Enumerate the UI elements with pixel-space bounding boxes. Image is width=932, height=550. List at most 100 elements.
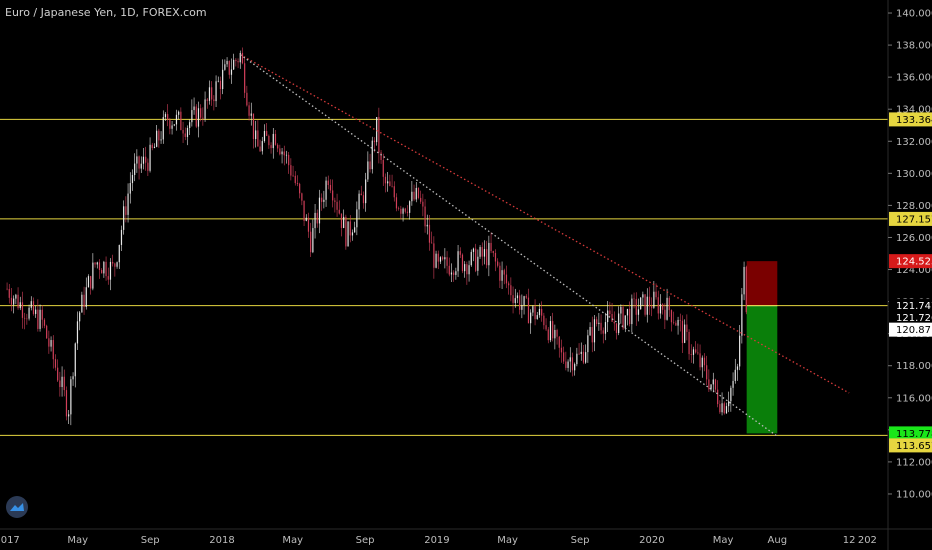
candle-body bbox=[103, 261, 105, 274]
candle-body bbox=[244, 63, 246, 93]
candle-body bbox=[85, 287, 87, 308]
candle-body bbox=[389, 181, 391, 186]
candle-body bbox=[556, 330, 558, 337]
candle-body bbox=[382, 160, 384, 177]
candle-body bbox=[303, 200, 305, 221]
candle-body bbox=[585, 352, 587, 363]
time-tick-label: 2020 bbox=[639, 535, 664, 546]
candle-body bbox=[745, 266, 747, 313]
candle-body bbox=[169, 119, 171, 129]
candle-body bbox=[666, 297, 668, 320]
candle-body bbox=[259, 146, 261, 152]
candle-body bbox=[624, 315, 626, 329]
candle-body bbox=[50, 340, 52, 347]
candle-body bbox=[587, 335, 589, 353]
price-tick-label: 130.000 bbox=[896, 169, 932, 180]
candle-body bbox=[501, 270, 503, 281]
candle-body bbox=[184, 133, 186, 137]
candle-body bbox=[552, 321, 554, 339]
candle-body bbox=[400, 208, 402, 214]
candle-body bbox=[725, 406, 728, 414]
candle-body bbox=[538, 308, 541, 316]
candle-body bbox=[74, 343, 76, 377]
candle-body bbox=[475, 248, 477, 271]
candle-body bbox=[160, 139, 162, 141]
candle-body bbox=[17, 294, 19, 309]
candle-body bbox=[61, 376, 63, 387]
candle-body bbox=[63, 376, 65, 391]
candle-body bbox=[142, 156, 145, 164]
candle-body bbox=[701, 357, 703, 368]
take-profit-zone[interactable] bbox=[746, 305, 778, 434]
candle-body bbox=[131, 175, 134, 184]
candle-body bbox=[690, 354, 692, 355]
candle-body bbox=[620, 306, 622, 314]
candle-body bbox=[497, 261, 499, 266]
price-label-badge: 124.523 bbox=[889, 254, 932, 269]
candle-body bbox=[635, 298, 637, 315]
candle-body bbox=[378, 117, 380, 153]
candle-body bbox=[662, 304, 664, 310]
candle-body bbox=[600, 322, 602, 331]
candle-body bbox=[167, 114, 169, 120]
candle-body bbox=[147, 162, 149, 171]
candle-body bbox=[261, 141, 263, 152]
candle-body bbox=[450, 272, 453, 275]
candle-body bbox=[105, 261, 107, 277]
candle-body bbox=[367, 161, 369, 180]
candle-body bbox=[710, 384, 712, 390]
candle-body bbox=[230, 69, 233, 75]
candle-body bbox=[206, 99, 208, 101]
candle-body bbox=[233, 59, 235, 70]
candle-body bbox=[442, 257, 444, 260]
candle-body bbox=[263, 130, 266, 142]
candle-body bbox=[428, 224, 431, 243]
candle-body bbox=[692, 349, 695, 355]
candle-body bbox=[611, 314, 613, 322]
candle-body bbox=[123, 206, 125, 230]
candle-body bbox=[37, 309, 39, 329]
candle-body bbox=[563, 352, 565, 362]
candle-body bbox=[393, 186, 395, 198]
stop-loss-zone[interactable] bbox=[746, 261, 778, 306]
candle-body bbox=[101, 270, 103, 274]
candle-body bbox=[354, 227, 356, 233]
candle-body bbox=[136, 156, 138, 164]
candle-body bbox=[323, 199, 325, 202]
price-tick-label: 116.000 bbox=[896, 393, 932, 404]
candle-body bbox=[576, 353, 578, 365]
tradingview-logo-icon[interactable] bbox=[6, 496, 28, 518]
candle-body bbox=[640, 297, 642, 310]
candle-body bbox=[598, 322, 600, 325]
candle-body bbox=[98, 262, 101, 271]
candle-body bbox=[68, 414, 70, 417]
candle-body bbox=[402, 208, 404, 214]
candle-body bbox=[479, 247, 481, 257]
candle-body bbox=[499, 265, 501, 281]
candle-body bbox=[338, 209, 340, 214]
candle-body bbox=[534, 306, 536, 320]
candle-body bbox=[145, 156, 147, 163]
candle-body bbox=[596, 319, 598, 325]
price-tick-label: 134.000 bbox=[896, 105, 932, 116]
candle-body bbox=[717, 389, 719, 405]
candle-body bbox=[305, 217, 307, 221]
candle-body bbox=[655, 291, 657, 298]
candle-body bbox=[558, 336, 560, 348]
candle-body bbox=[648, 296, 651, 307]
candle-body bbox=[224, 64, 226, 70]
candle-body bbox=[171, 125, 173, 129]
candle-body bbox=[741, 294, 743, 336]
white-trendline[interactable] bbox=[239, 54, 778, 437]
candle-body bbox=[285, 154, 288, 156]
price-tick-label: 132.000 bbox=[896, 137, 932, 148]
candle-body bbox=[437, 253, 439, 262]
candle-body bbox=[46, 325, 48, 339]
candle-body bbox=[241, 52, 244, 64]
price-label-text: 127.157 bbox=[896, 214, 932, 225]
red-trendline[interactable] bbox=[239, 54, 850, 394]
candle-body bbox=[349, 221, 351, 236]
candle-body bbox=[15, 294, 17, 299]
candle-body bbox=[736, 366, 739, 370]
